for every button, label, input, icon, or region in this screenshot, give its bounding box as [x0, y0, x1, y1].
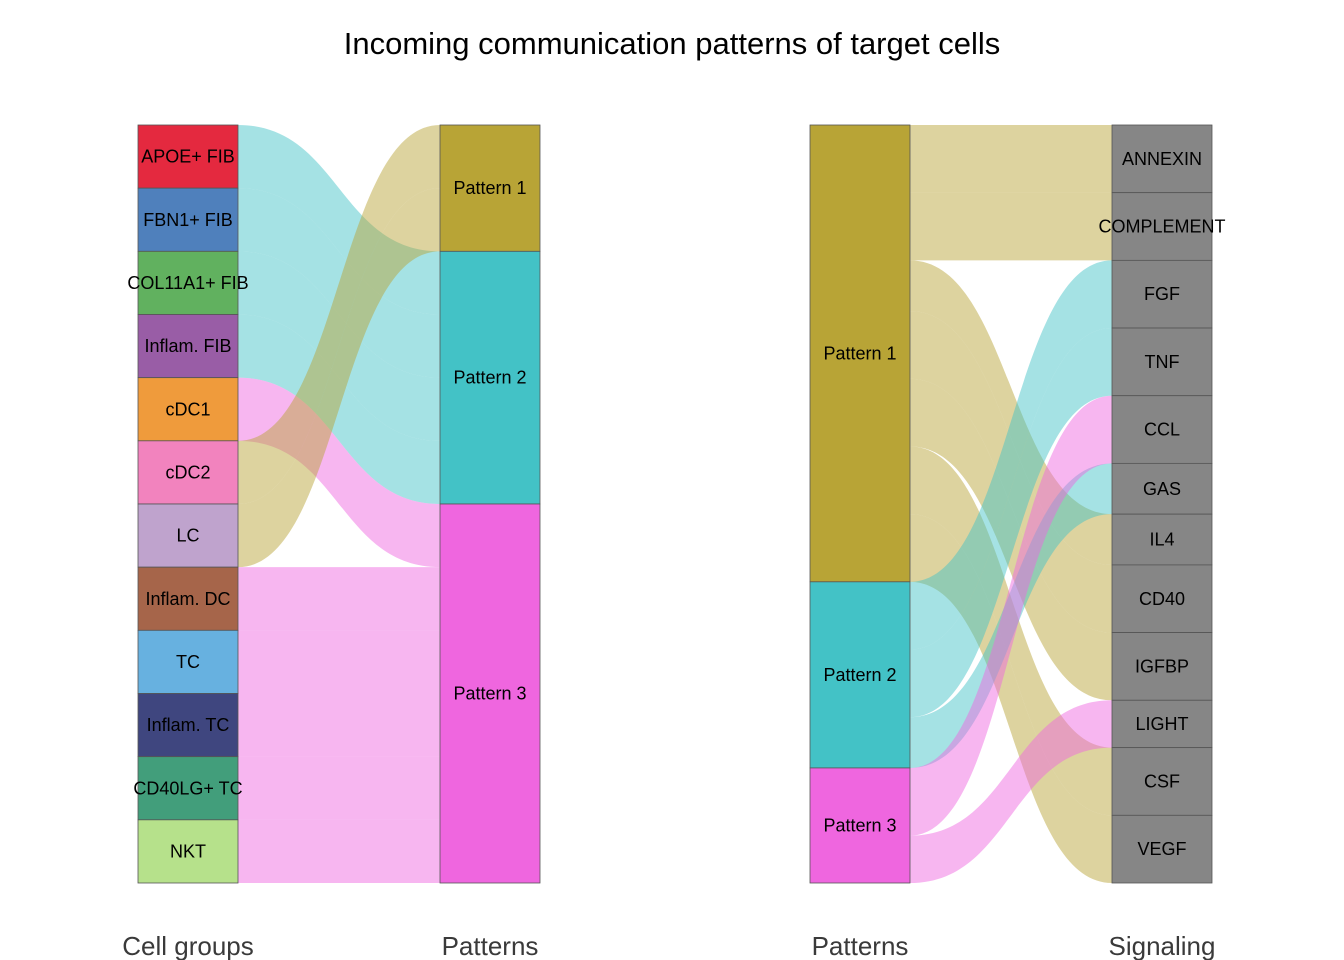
node-p2-right-complement: [1111, 192, 1213, 261]
label-p1-left-inflam-tc: Inflam. TC: [147, 715, 230, 735]
node-p2-right-igfbp: [1111, 632, 1213, 701]
flow-tc-to-pattern-3: [238, 630, 440, 694]
node-p1-left-inflam-fib: [137, 314, 239, 379]
flow-fbn1-fib-to-pattern-2: [238, 188, 440, 378]
label-p1-left-cd40lg-tc: CD40LG+ TC: [133, 778, 242, 798]
node-p1-left-inflam-tc: [137, 693, 239, 758]
label-p1-right-pattern-2: Pattern 2: [453, 368, 526, 388]
node-p1-right-pattern-1: [439, 124, 541, 252]
label-p2-right-csf: CSF: [1144, 771, 1180, 791]
flow-pattern-1-to-annexin: [910, 125, 1112, 193]
node-p2-left-pattern-1: [809, 124, 911, 583]
flow-pattern-3-to-ccl: [910, 395, 1112, 836]
label-p2-left-pattern-1: Pattern 1: [823, 343, 896, 363]
node-p1-left-tc: [137, 629, 239, 694]
label-p1-right-pattern-1: Pattern 1: [453, 178, 526, 198]
flow-pattern-1-to-vegf: [910, 514, 1112, 883]
label-p1-left-tc: TC: [176, 652, 200, 672]
label-p2-right-igfbp: IGFBP: [1135, 656, 1189, 676]
label-p2-right-tnf: TNF: [1145, 352, 1180, 372]
flow-pattern-1-to-cd40: [910, 311, 1112, 633]
label-p2-right-annexin: ANNEXIN: [1122, 149, 1202, 169]
flow-pattern-2-to-fgf: [910, 260, 1112, 650]
node-p2-right-ccl: [1111, 395, 1213, 464]
flows-layer: [238, 125, 1112, 883]
node-p1-left-inflam-dc: [137, 566, 239, 631]
label-p2-right-cd40: CD40: [1139, 589, 1185, 609]
label-p1-left-inflam-fib: Inflam. FIB: [144, 336, 231, 356]
flow-cdc2-to-pattern-1: [238, 125, 440, 504]
label-p2-right-complement: COMPLEMENT: [1098, 217, 1225, 237]
label-p2-right-vegf: VEGF: [1137, 839, 1186, 859]
node-p2-right-csf: [1111, 747, 1213, 816]
label-p1-right-pattern-3: Pattern 3: [453, 684, 526, 704]
node-p1-left-nkt: [137, 819, 239, 884]
label-p2-right-il4: IL4: [1149, 530, 1174, 550]
node-p2-right-il4: [1111, 513, 1213, 566]
flow-lc-to-pattern-1: [238, 188, 440, 568]
label-p1-left-apoe-fib: APOE+ FIB: [141, 147, 235, 167]
node-p2-right-vegf: [1111, 814, 1213, 884]
node-p1-left-col11a1-fib: [137, 250, 239, 315]
label-p2-right-gas: GAS: [1143, 479, 1181, 499]
panel1-left-axis-label: Cell groups: [122, 931, 254, 960]
node-p1-left-cdc1: [137, 377, 239, 442]
label-p1-left-col11a1-fib: COL11A1+ FIB: [127, 273, 248, 293]
label-p2-right-light: LIGHT: [1135, 714, 1188, 734]
panel1-right-axis-label: Patterns: [442, 931, 539, 960]
label-p2-left-pattern-3: Pattern 3: [823, 815, 896, 835]
node-p2-right-tnf: [1111, 327, 1213, 397]
flow-apoe-fib-to-pattern-2: [238, 125, 440, 315]
node-p1-right-pattern-3: [439, 503, 541, 884]
label-p1-left-cdc1: cDC1: [165, 399, 210, 419]
flow-col11a1-fib-to-pattern-2: [238, 251, 440, 441]
node-p1-left-fbn1-fib: [137, 187, 239, 252]
node-p1-left-cdc2: [137, 440, 239, 505]
node-p2-right-cd40: [1111, 564, 1213, 633]
flow-pattern-1-to-il4: [910, 260, 1112, 565]
axis-labels-layer: Cell groups Patterns Patterns Signaling: [122, 931, 1215, 960]
label-p1-left-cdc2: cDC2: [165, 462, 210, 482]
flow-pattern-2-to-gas: [910, 463, 1112, 768]
label-p2-right-ccl: CCL: [1144, 420, 1180, 440]
panel2-right-axis-label: Signaling: [1109, 931, 1216, 960]
flow-nkt-to-pattern-3: [238, 819, 440, 883]
flow-cdc1-to-pattern-3: [238, 377, 440, 568]
node-p1-right-pattern-2: [439, 250, 541, 505]
label-p2-left-pattern-2: Pattern 2: [823, 665, 896, 685]
flow-pattern-3-to-light: [910, 700, 1112, 883]
flow-pattern-2-to-tnf: [910, 328, 1112, 718]
flow-pattern-1-to-igfbp: [910, 378, 1112, 701]
flow-cd40lg-tc-to-pattern-3: [238, 756, 440, 820]
flow-inflam-fib-to-pattern-2: [238, 314, 440, 504]
node-p1-left-lc: [137, 503, 239, 568]
panel2-left-axis-label: Patterns: [812, 931, 909, 960]
label-p1-left-fbn1-fib: FBN1+ FIB: [143, 210, 233, 230]
chart-title: Incoming communication patterns of targe…: [343, 26, 1001, 61]
flow-inflam-dc-to-pattern-3: [238, 567, 440, 631]
nodes-layer: APOE+ FIB FBN1+ FIB COL11A1+ FIB Inflam. FI…: [127, 124, 1226, 884]
node-p2-left-pattern-3: [809, 767, 911, 884]
label-p1-left-inflam-dc: Inflam. DC: [145, 589, 230, 609]
label-p1-left-nkt: NKT: [170, 841, 206, 861]
flow-pattern-1-to-csf: [910, 446, 1112, 816]
flow-inflam-tc-to-pattern-3: [238, 693, 440, 757]
label-p2-right-fgf: FGF: [1144, 284, 1180, 304]
node-p1-left-apoe-fib: [137, 124, 239, 189]
flow-pattern-1-to-complement: [910, 192, 1112, 261]
label-p1-left-lc: LC: [176, 526, 199, 546]
